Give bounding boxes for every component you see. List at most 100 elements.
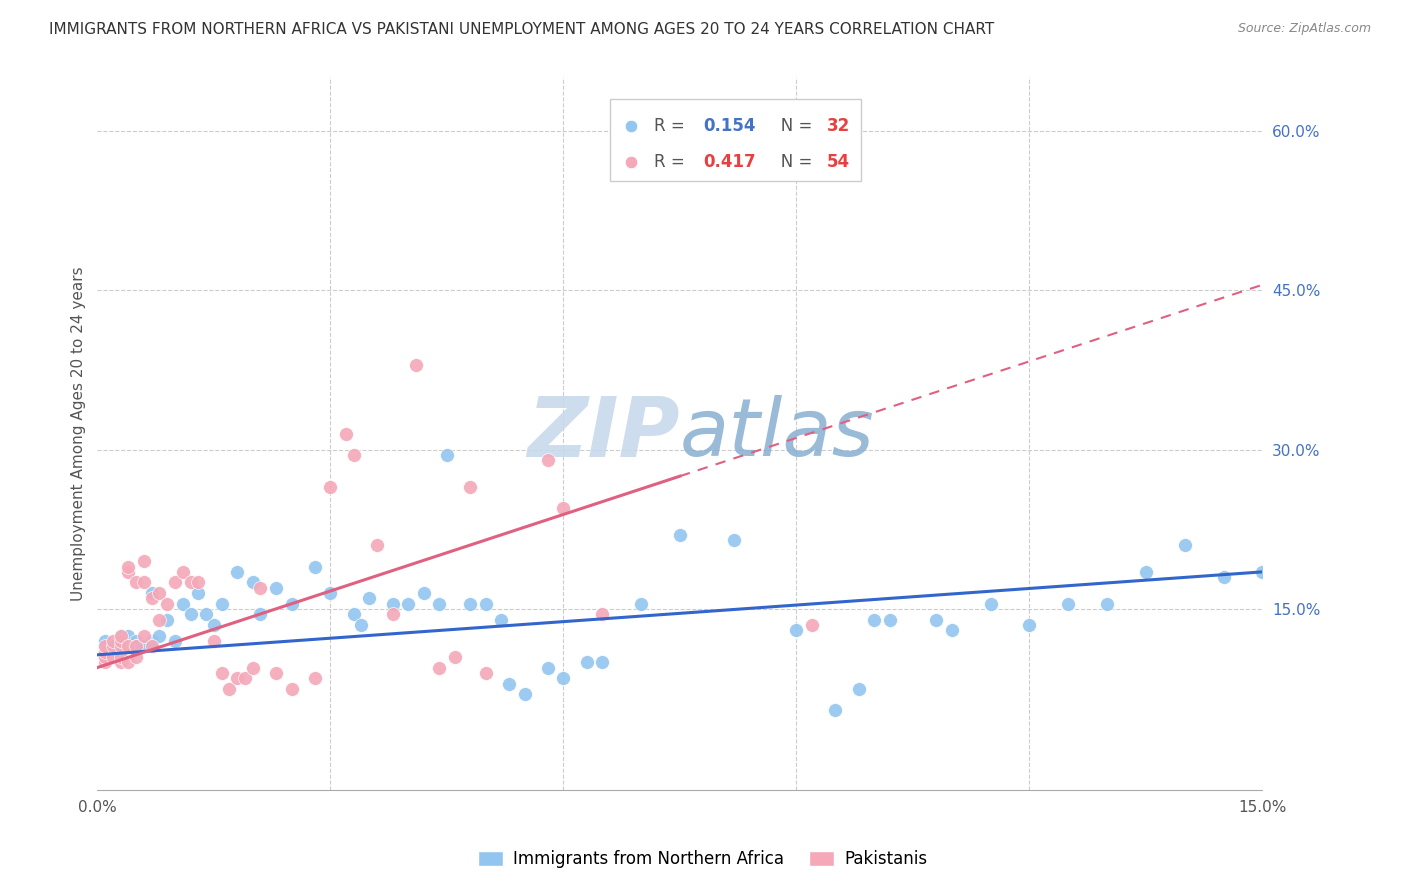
Point	[824, 703, 846, 717]
Point	[723, 533, 745, 547]
Point	[117, 655, 139, 669]
Point	[202, 634, 225, 648]
Point	[94, 645, 117, 659]
Point	[172, 565, 194, 579]
Point	[537, 453, 560, 467]
Point	[436, 448, 458, 462]
Point	[1251, 565, 1274, 579]
Point	[249, 581, 271, 595]
Point	[117, 559, 139, 574]
Point	[141, 634, 163, 648]
Point	[148, 586, 170, 600]
Text: Source: ZipAtlas.com: Source: ZipAtlas.com	[1237, 22, 1371, 36]
Point	[125, 634, 148, 648]
Point	[110, 629, 132, 643]
Point	[591, 655, 613, 669]
Point	[226, 671, 249, 685]
Point	[211, 665, 233, 680]
Point	[412, 586, 434, 600]
Point	[110, 640, 132, 654]
Point	[117, 629, 139, 643]
Point	[343, 448, 366, 462]
Point	[381, 597, 404, 611]
Point	[242, 575, 264, 590]
Point	[148, 629, 170, 643]
Point	[669, 527, 692, 541]
Point	[94, 634, 117, 648]
Point	[117, 640, 139, 654]
Text: 32: 32	[827, 117, 851, 135]
Point	[458, 480, 481, 494]
Y-axis label: Unemployment Among Ages 20 to 24 years: Unemployment Among Ages 20 to 24 years	[72, 267, 86, 601]
Text: 0.154: 0.154	[703, 117, 755, 135]
Point	[491, 613, 513, 627]
Point	[132, 575, 155, 590]
Point	[187, 586, 209, 600]
Legend: Immigrants from Northern Africa, Pakistanis: Immigrants from Northern Africa, Pakista…	[472, 844, 934, 875]
Point	[350, 618, 373, 632]
Point	[249, 607, 271, 622]
Point	[180, 575, 202, 590]
Point	[1135, 565, 1157, 579]
Point	[141, 640, 163, 654]
Point	[163, 575, 186, 590]
Point	[187, 575, 209, 590]
Point	[443, 649, 465, 664]
Point	[319, 586, 342, 600]
Point	[335, 426, 357, 441]
Point	[304, 671, 326, 685]
Point	[264, 581, 287, 595]
Point	[156, 613, 179, 627]
Point	[125, 640, 148, 654]
Point	[101, 645, 124, 659]
Point	[458, 597, 481, 611]
Point	[242, 660, 264, 674]
Point	[94, 649, 117, 664]
Point	[343, 607, 366, 622]
Point	[280, 597, 302, 611]
Point	[110, 629, 132, 643]
Point	[110, 655, 132, 669]
Point	[405, 358, 427, 372]
Point	[1095, 597, 1118, 611]
Point	[980, 597, 1002, 611]
Point	[141, 586, 163, 600]
Point	[630, 597, 652, 611]
Text: N =: N =	[765, 117, 818, 135]
Point	[202, 618, 225, 632]
Point	[474, 597, 496, 611]
Text: 54: 54	[827, 153, 849, 170]
Point	[1174, 538, 1197, 552]
Point	[863, 613, 886, 627]
Point	[879, 613, 901, 627]
Point	[591, 607, 613, 622]
Point	[148, 613, 170, 627]
Point	[141, 591, 163, 606]
Point	[94, 640, 117, 654]
Point	[264, 665, 287, 680]
Point	[513, 687, 536, 701]
Text: IMMIGRANTS FROM NORTHERN AFRICA VS PAKISTANI UNEMPLOYMENT AMONG AGES 20 TO 24 YE: IMMIGRANTS FROM NORTHERN AFRICA VS PAKIS…	[49, 22, 994, 37]
Point	[941, 624, 963, 638]
Point	[553, 671, 575, 685]
Point	[94, 655, 117, 669]
Point	[132, 629, 155, 643]
Point	[218, 681, 240, 696]
Point	[226, 565, 249, 579]
Point	[785, 624, 807, 638]
Text: N =: N =	[765, 153, 818, 170]
FancyBboxPatch shape	[610, 99, 860, 181]
Point	[163, 634, 186, 648]
Point	[474, 665, 496, 680]
Point	[319, 480, 342, 494]
Point	[156, 597, 179, 611]
Point	[800, 618, 823, 632]
Text: atlas: atlas	[681, 394, 875, 473]
Point	[381, 607, 404, 622]
Point	[101, 640, 124, 654]
Point	[925, 613, 948, 627]
Point	[427, 660, 450, 674]
Point	[110, 640, 132, 654]
Point	[304, 559, 326, 574]
Point	[366, 538, 388, 552]
